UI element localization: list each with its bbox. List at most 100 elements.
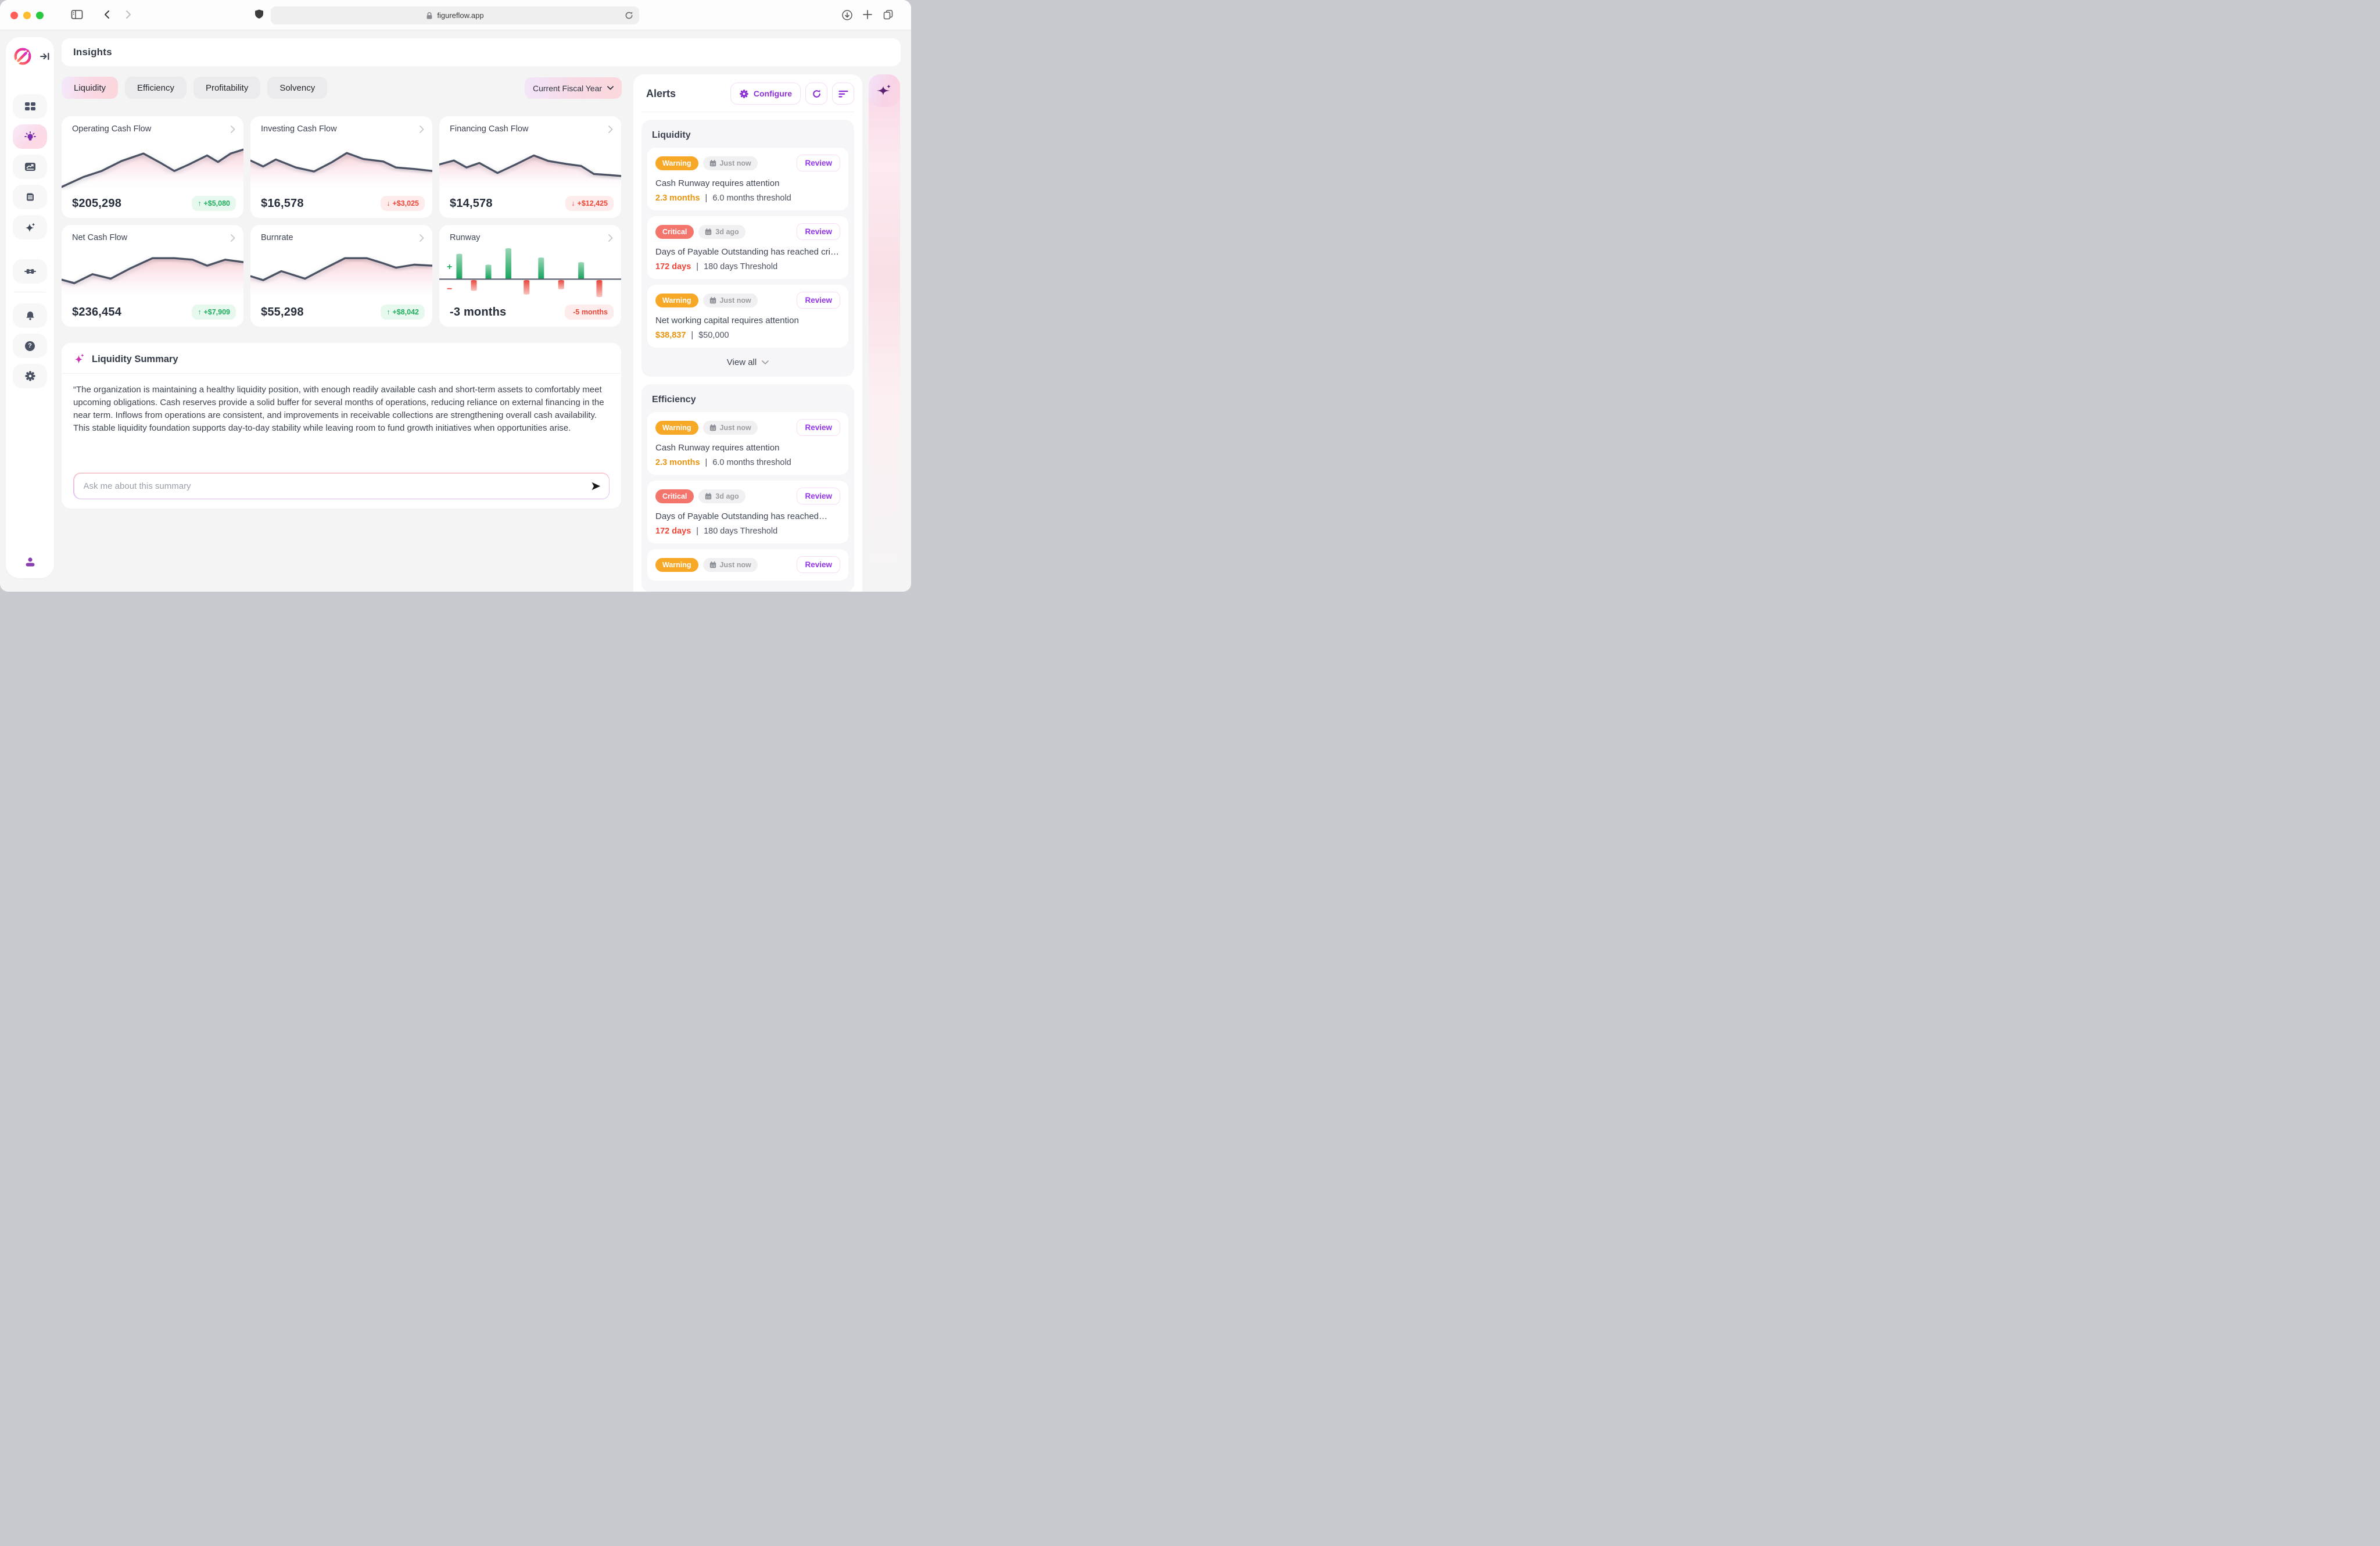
arrow-up-icon: ↑ <box>198 199 202 207</box>
view-all-button[interactable]: View all <box>647 353 848 371</box>
tab-efficiency[interactable]: Efficiency <box>125 77 187 99</box>
review-button[interactable]: Review <box>797 556 840 573</box>
alert-title: Cash Runway requires attention <box>655 178 780 188</box>
sidebar-toggle-icon[interactable] <box>71 9 83 20</box>
calendar-icon <box>705 492 712 499</box>
alert-item: Critical 3d ago Review Days of Payable O… <box>647 216 848 279</box>
sidebar-item-dashboard[interactable] <box>13 94 47 119</box>
documents-icon <box>26 193 34 201</box>
review-button[interactable]: Review <box>797 292 840 309</box>
severity-badge: Warning <box>655 557 698 572</box>
arrow-down-icon: ↓ <box>386 199 390 207</box>
ask-summary-input[interactable] <box>74 481 609 491</box>
chevron-right-icon[interactable] <box>420 125 424 133</box>
sidebar-item-settings[interactable] <box>13 364 47 388</box>
downloads-icon[interactable] <box>841 9 853 21</box>
minimize-window-button[interactable] <box>23 12 31 19</box>
filter-alerts-button[interactable] <box>832 83 854 105</box>
forward-button-icon[interactable] <box>123 9 133 20</box>
chevron-down-icon <box>762 360 769 364</box>
sidebar-item-integrations[interactable] <box>13 259 47 284</box>
refresh-alerts-button[interactable] <box>805 83 827 105</box>
chevron-right-icon[interactable] <box>231 234 235 242</box>
alert-item: Critical 3d ago Review Days of Payable O… <box>647 481 848 543</box>
ask-input-wrapper <box>73 473 610 499</box>
time-chip: Just now <box>702 420 758 435</box>
sidebar-item-documents[interactable] <box>13 185 47 209</box>
chevron-right-icon[interactable] <box>231 125 235 133</box>
tab-profitability[interactable]: Profitability <box>193 77 261 99</box>
address-bar[interactable]: figureflow.app <box>271 6 639 24</box>
card-operating-cash-flow[interactable]: Operating Cash Flow $205,298 ↑ +$5,080 <box>62 116 243 218</box>
alert-item: Warning Just now Review Cash Runway requ… <box>647 412 848 475</box>
alert-item: Warning Just now Review Cash Runway requ… <box>647 148 848 210</box>
window-controls[interactable] <box>10 12 44 19</box>
delta-badge: ↑ +$7,909 <box>192 305 236 320</box>
tab-liquidity[interactable]: Liquidity <box>62 77 119 99</box>
new-tab-icon[interactable] <box>862 9 873 20</box>
user-avatar[interactable] <box>13 552 47 572</box>
review-button[interactable]: Review <box>797 419 840 436</box>
review-button[interactable]: Review <box>797 223 840 240</box>
card-value: -3 months <box>450 305 507 318</box>
calendar-icon <box>709 561 716 568</box>
fiscal-period-dropdown[interactable]: Current Fiscal Year <box>525 77 622 99</box>
positive-axis-label: + <box>447 262 453 272</box>
severity-badge: Warning <box>655 293 698 307</box>
browser-window: figureflow.app <box>0 0 911 592</box>
calendar-icon <box>709 296 716 303</box>
ai-sparkle-icon <box>877 84 891 95</box>
app-canvas: ? Insights Liquidity Efficiency Profitab… <box>0 30 911 592</box>
chevron-right-icon[interactable] <box>608 125 613 133</box>
alert-threshold: 180 days Threshold <box>704 527 778 536</box>
ai-assistant-strip <box>869 74 900 578</box>
card-net-cash-flow[interactable]: Net Cash Flow $236,454 ↑ +$7,909 <box>62 225 243 327</box>
reload-icon[interactable] <box>624 10 634 20</box>
time-chip: Just now <box>702 557 758 572</box>
card-runway[interactable]: Runway + − -3 months -5 months <box>439 225 621 327</box>
sidebar-item-insights[interactable] <box>13 124 47 149</box>
card-burnrate[interactable]: Burnrate $55,298 ↑ +$8,042 <box>250 225 432 327</box>
card-investing-cash-flow[interactable]: Investing Cash Flow $16,578 ↓ +$3,025 <box>250 116 432 218</box>
card-financing-cash-flow[interactable]: Financing Cash Flow $14,578 ↓ +$12,425 <box>439 116 621 218</box>
tab-solvency[interactable]: Solvency <box>267 77 328 99</box>
browser-toolbar: figureflow.app <box>0 0 911 30</box>
sidebar-item-reports[interactable] <box>13 155 47 179</box>
configure-gear-icon <box>740 89 748 98</box>
send-icon[interactable] <box>590 481 601 492</box>
chevron-right-icon[interactable] <box>608 234 613 242</box>
close-window-button[interactable] <box>10 12 18 19</box>
card-title: Net Cash Flow <box>72 233 128 242</box>
sidebar-item-ai[interactable] <box>13 215 47 239</box>
alerts-section-efficiency: Efficiency Warning Just now Review Cash … <box>641 384 854 592</box>
sparkline-chart <box>62 139 243 189</box>
alert-threshold: $50,000 <box>698 331 729 340</box>
help-icon: ? <box>25 341 35 351</box>
collapse-sidebar-icon[interactable] <box>40 51 50 62</box>
configure-button[interactable]: Configure <box>730 83 801 105</box>
card-value: $236,454 <box>72 305 122 318</box>
sparkline-chart <box>250 248 432 298</box>
alert-title: Days of Payable Outstanding has reached … <box>655 247 840 257</box>
alerts-panel: Alerts Configure Liquidity Warnin <box>633 74 862 592</box>
alert-threshold: 180 days Threshold <box>704 262 778 271</box>
sidebar-item-notifications[interactable] <box>13 303 47 328</box>
privacy-shield-icon[interactable] <box>254 9 264 20</box>
card-value: $16,578 <box>261 196 304 210</box>
back-button-icon[interactable] <box>102 9 113 20</box>
severity-badge: Warning <box>655 156 698 170</box>
sidebar-item-help[interactable]: ? <box>13 334 47 358</box>
calendar-icon <box>709 159 716 166</box>
show-tabs-icon[interactable] <box>883 9 894 20</box>
review-button[interactable]: Review <box>797 155 840 171</box>
review-button[interactable]: Review <box>797 488 840 504</box>
alerts-section-liquidity: Liquidity Warning Just now Review Cash R… <box>641 120 854 377</box>
app-logo[interactable] <box>13 46 33 66</box>
chevron-right-icon[interactable] <box>420 234 424 242</box>
category-tabs: Liquidity Efficiency Profitability Solve… <box>62 77 622 99</box>
card-value: $205,298 <box>72 196 122 210</box>
time-chip: Just now <box>702 156 758 170</box>
ai-assistant-button[interactable] <box>869 74 900 107</box>
maximize-window-button[interactable] <box>36 12 44 19</box>
calendar-icon <box>705 228 712 235</box>
